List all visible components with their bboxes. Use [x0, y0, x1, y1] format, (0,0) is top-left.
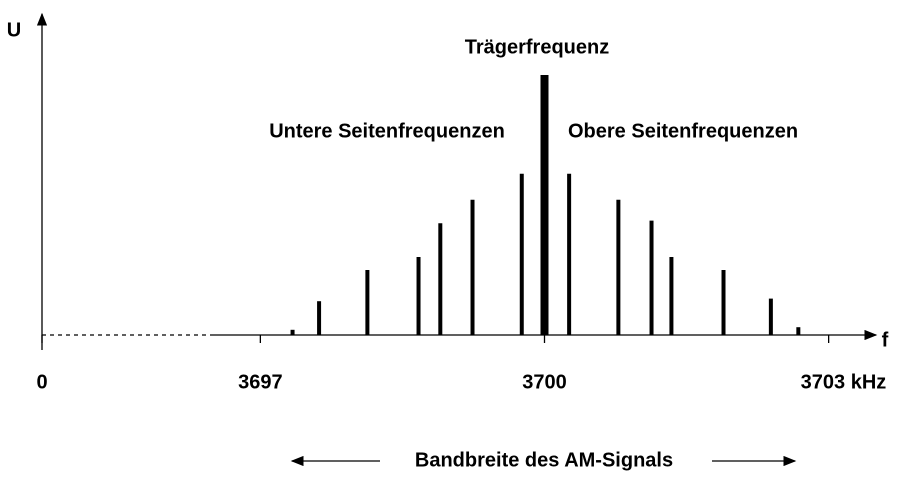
series-label: Untere Seitenfrequenzen — [269, 120, 505, 142]
bandwidth-label: Bandbreite des AM-Signals — [415, 449, 673, 471]
x-tick-label: 3700 — [522, 371, 567, 393]
x-tick-label: 3697 — [238, 371, 283, 393]
x-tick-label: 0 — [36, 371, 47, 393]
series-label: Trägerfrequenz — [465, 36, 609, 58]
y-axis-label: U — [7, 19, 21, 41]
x-tick-label: 3703 kHz — [801, 371, 887, 393]
series-label: Obere Seitenfrequenzen — [568, 120, 798, 142]
x-axis-label: f — [882, 329, 889, 351]
